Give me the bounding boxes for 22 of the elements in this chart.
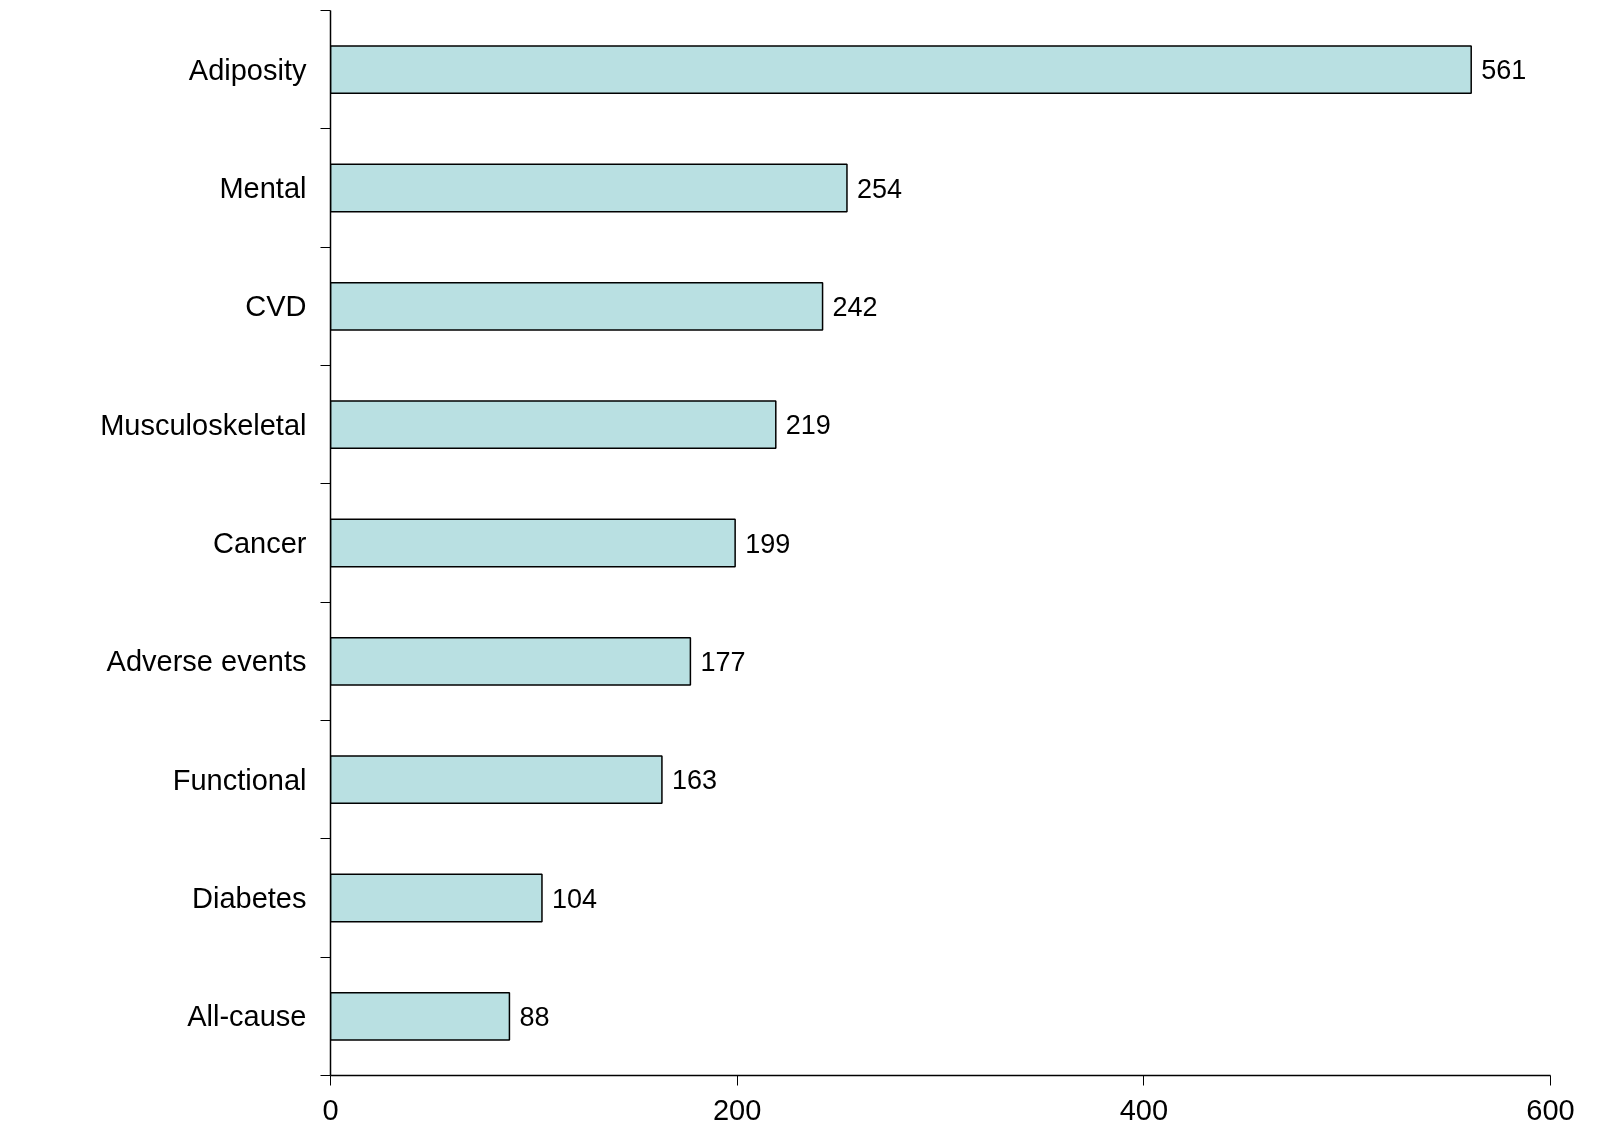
y-tick-label: Diabetes — [192, 882, 307, 914]
data-label: 199 — [745, 528, 791, 559]
data-label: 177 — [700, 646, 746, 677]
y-tick-label: Adiposity — [188, 53, 307, 86]
data-label: 88 — [519, 1001, 550, 1032]
data-label: 561 — [1481, 55, 1527, 86]
y-tick-label: Functional — [172, 763, 307, 796]
data-label: 242 — [832, 291, 878, 322]
x-tick-label: 200 — [712, 1093, 762, 1126]
y-tick-label: Musculoskeletal — [100, 408, 307, 441]
data-label: 104 — [551, 883, 598, 914]
y-tick-label: Cancer — [213, 527, 307, 559]
x-tick-label: 400 — [1119, 1093, 1169, 1126]
x-tick-label: 600 — [1526, 1093, 1575, 1126]
x-tick-label: 0 — [322, 1093, 339, 1126]
data-label: 163 — [671, 765, 717, 796]
y-tick-label: Mental — [219, 172, 307, 204]
y-tick-label: Adverse events — [106, 645, 307, 678]
y-tick-label: All-cause — [187, 1000, 307, 1033]
data-label: 254 — [856, 173, 903, 204]
y-tick-label: CVD — [245, 290, 307, 323]
data-label: 219 — [785, 410, 831, 441]
